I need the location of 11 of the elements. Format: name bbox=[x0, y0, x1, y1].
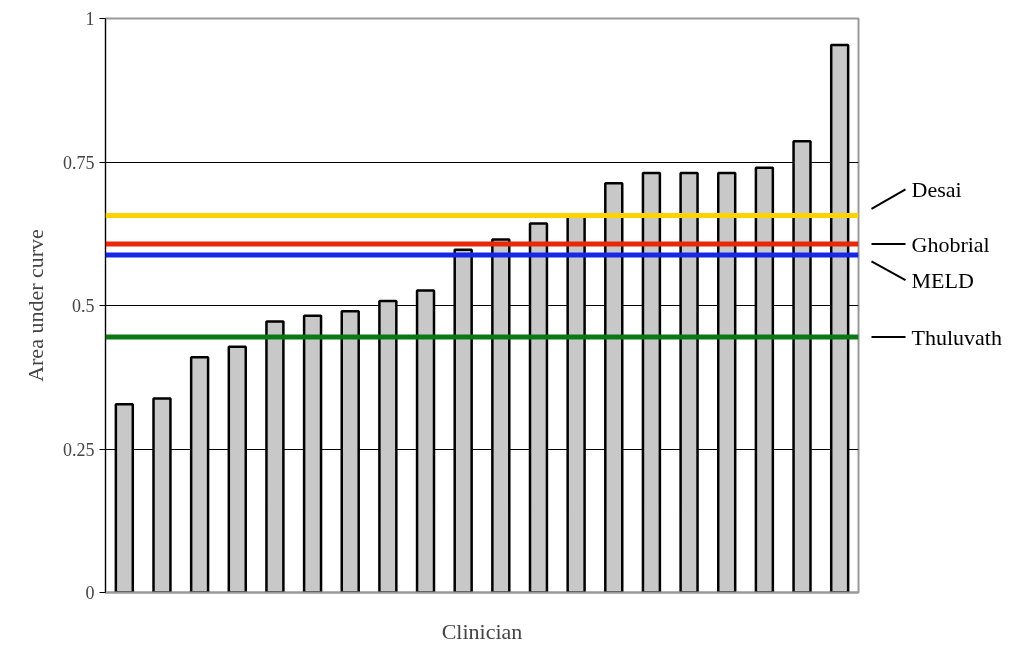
y-tick-label: 0.5 bbox=[72, 296, 95, 316]
y-tick-label: 1 bbox=[85, 9, 95, 29]
ref-line-label: MELD bbox=[911, 267, 974, 293]
ref-line-label: Ghobrial bbox=[911, 231, 990, 257]
ref-line-label: Thuluvath bbox=[911, 324, 1002, 350]
y-tick-label: 0.25 bbox=[63, 439, 95, 460]
y-tick-label: 0.75 bbox=[63, 152, 95, 173]
y-tick-label: 0 bbox=[85, 583, 95, 603]
ref-line-label: Desai bbox=[911, 176, 962, 202]
y-axis-title: Area under curve bbox=[23, 229, 48, 382]
x-axis-title: Clinician bbox=[441, 618, 523, 644]
